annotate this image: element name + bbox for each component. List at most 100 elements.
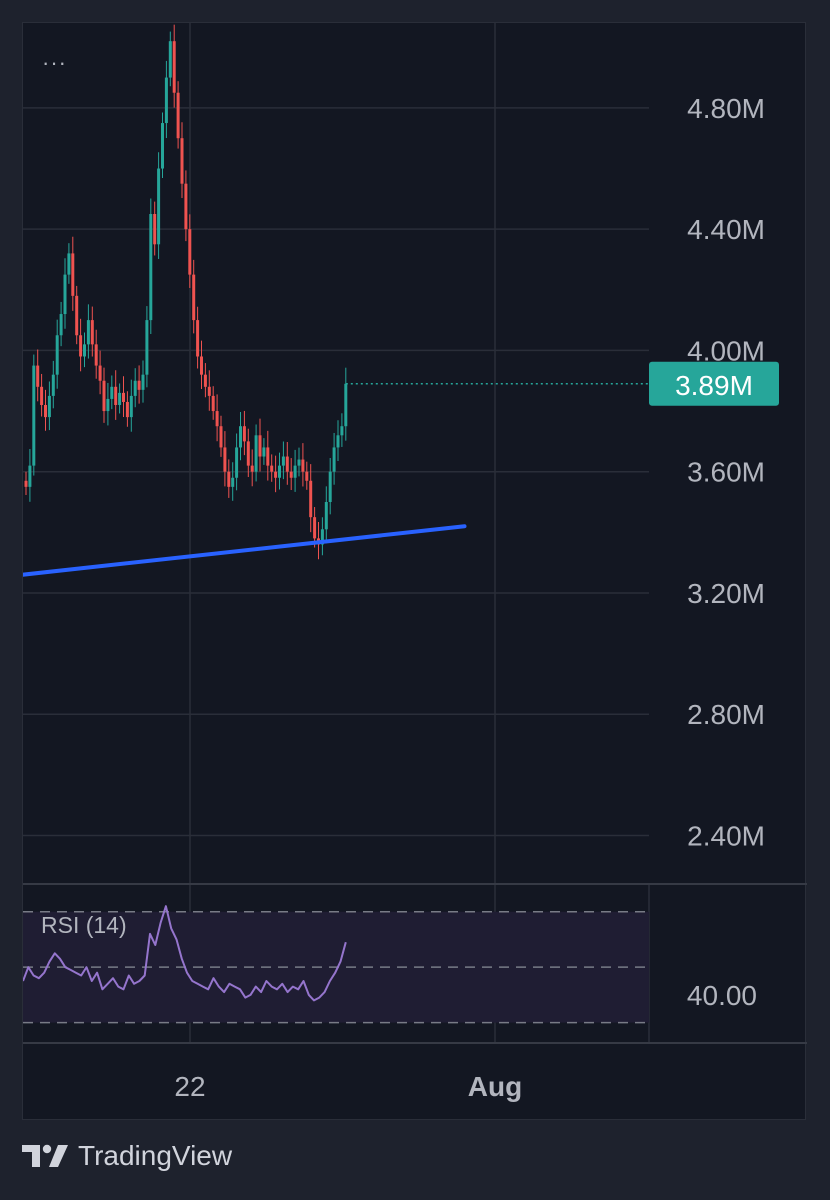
candle[interactable] — [90, 306, 94, 357]
candle[interactable] — [320, 517, 324, 556]
last-price-tag[interactable]: 3.89M — [649, 361, 779, 406]
candle[interactable] — [102, 367, 106, 423]
brand[interactable]: TradingView — [22, 1140, 232, 1172]
rsi-line[interactable] — [23, 905, 347, 1002]
price-axis[interactable]: 4.80M 4.40M 4.00M 3.60M 3.20M 2.80M 2.40M — [687, 93, 765, 852]
candle[interactable] — [250, 449, 254, 487]
candle[interactable] — [231, 462, 235, 501]
candle-body — [278, 465, 281, 478]
candle[interactable] — [289, 458, 293, 491]
candle[interactable] — [47, 381, 51, 431]
candle[interactable] — [86, 304, 90, 359]
candle[interactable] — [94, 329, 98, 379]
price-tick-label: 3.20M — [687, 578, 765, 609]
candle[interactable] — [270, 454, 274, 482]
candle[interactable] — [145, 306, 149, 388]
candle[interactable] — [340, 413, 344, 447]
candle[interactable] — [24, 471, 28, 496]
candle[interactable] — [344, 367, 348, 441]
candle[interactable] — [51, 360, 55, 409]
candle[interactable] — [184, 170, 188, 242]
candle[interactable] — [266, 430, 270, 481]
candle[interactable] — [211, 386, 215, 420]
candle[interactable] — [71, 236, 75, 311]
candle[interactable] — [215, 394, 219, 442]
candle[interactable] — [55, 319, 59, 389]
candle[interactable] — [328, 457, 332, 515]
candle[interactable] — [278, 452, 281, 490]
time-axis[interactable]: 22 Aug — [174, 1071, 522, 1102]
candle[interactable] — [297, 447, 301, 477]
candle[interactable] — [32, 354, 36, 476]
candle[interactable] — [149, 198, 153, 335]
candle[interactable] — [164, 60, 168, 139]
candle[interactable] — [110, 375, 114, 410]
candle[interactable] — [239, 411, 242, 461]
candles[interactable] — [24, 24, 348, 560]
candle-body — [106, 398, 110, 412]
candle[interactable] — [203, 363, 207, 398]
candle[interactable] — [161, 112, 164, 178]
candle[interactable] — [196, 306, 200, 369]
candle[interactable] — [274, 455, 278, 493]
candle[interactable] — [36, 349, 40, 402]
candle[interactable] — [133, 368, 137, 408]
candle[interactable] — [40, 373, 44, 417]
candle[interactable] — [336, 420, 340, 462]
trendline[interactable] — [23, 524, 467, 577]
candle[interactable] — [200, 340, 203, 389]
candle[interactable] — [207, 370, 211, 411]
candle[interactable] — [192, 259, 196, 334]
candle[interactable] — [281, 441, 285, 480]
candle[interactable] — [122, 376, 125, 417]
candle[interactable] — [137, 365, 141, 404]
candle[interactable] — [293, 449, 297, 492]
candle[interactable] — [219, 415, 223, 457]
rsi-tick-label: 40.00 — [687, 980, 757, 1011]
candle[interactable] — [168, 31, 172, 87]
chart-frame[interactable]: 3.89M 4.80M 4.40M 4.00M 3.60M 3.20M 2.80M 2.40M… — [22, 22, 807, 1121]
candle[interactable] — [285, 441, 289, 485]
candle[interactable] — [301, 443, 305, 487]
candle[interactable] — [141, 360, 145, 403]
candle[interactable] — [83, 332, 86, 368]
candle[interactable] — [188, 214, 192, 288]
candle[interactable] — [235, 433, 239, 491]
candle[interactable] — [98, 350, 102, 395]
candle[interactable] — [258, 418, 262, 472]
candle[interactable] — [44, 389, 47, 431]
candle[interactable] — [106, 382, 110, 426]
candle[interactable] — [59, 301, 63, 347]
candle[interactable] — [262, 438, 266, 465]
candle[interactable] — [157, 152, 161, 259]
candle[interactable] — [254, 424, 258, 482]
candle[interactable] — [129, 379, 133, 432]
candle[interactable] — [176, 81, 180, 149]
candle-body — [344, 383, 348, 427]
candle[interactable] — [180, 122, 184, 198]
candle[interactable] — [114, 370, 118, 420]
candle[interactable] — [125, 391, 129, 427]
rsi-pane[interactable]: RSI (14) 40.00 — [23, 905, 757, 1024]
candle-body — [239, 426, 242, 448]
candle[interactable] — [324, 486, 328, 544]
candle[interactable] — [28, 449, 32, 502]
candle[interactable] — [309, 464, 313, 533]
candle[interactable] — [79, 318, 83, 372]
candle[interactable] — [67, 243, 71, 284]
candle[interactable] — [305, 461, 309, 490]
rsi-legend-label[interactable]: RSI (14) — [41, 912, 127, 938]
candle[interactable] — [246, 428, 250, 478]
chart-canvas[interactable]: 3.89M 4.80M 4.40M 4.00M 3.60M 3.20M 2.80M 2.40M… — [23, 23, 807, 1121]
candle[interactable] — [223, 431, 227, 487]
candle[interactable] — [227, 459, 231, 498]
candle[interactable] — [172, 24, 176, 108]
candle[interactable] — [75, 285, 79, 345]
candle[interactable] — [332, 432, 336, 485]
candle-body — [122, 392, 125, 402]
candle[interactable] — [118, 383, 122, 414]
candle[interactable] — [63, 258, 67, 329]
candle[interactable] — [242, 410, 246, 456]
more-options-icon[interactable]: ··· — [42, 50, 67, 75]
candle[interactable] — [153, 201, 157, 256]
